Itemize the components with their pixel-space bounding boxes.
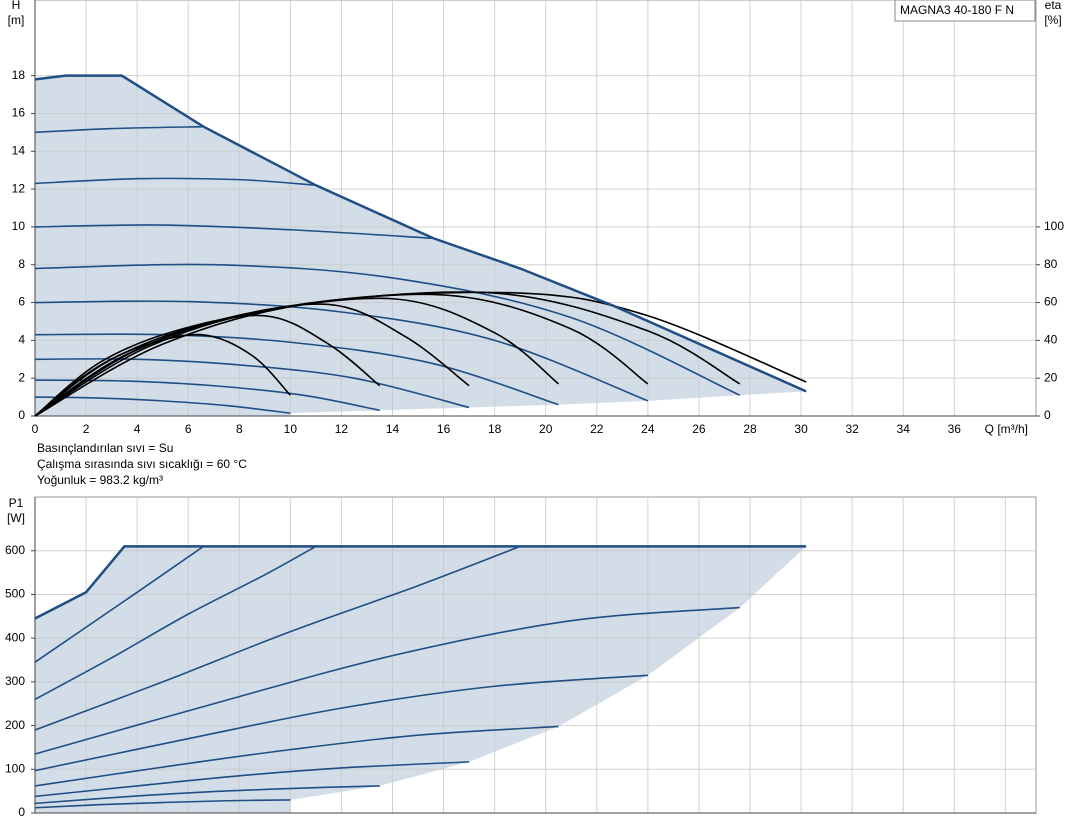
x-tick-label: 18 xyxy=(488,422,502,436)
y2-tick-label: 100 xyxy=(1044,219,1064,233)
y-tick-label: 400 xyxy=(5,630,25,644)
x-tick-label: 36 xyxy=(948,422,962,436)
performance-curve xyxy=(34,674,648,772)
x-tick-label: 16 xyxy=(437,422,451,436)
x-tick-label: 26 xyxy=(692,422,706,436)
x-tick-label: 22 xyxy=(590,422,604,436)
y-tick-label: 14 xyxy=(12,143,26,157)
x-tick-label: 12 xyxy=(335,422,349,436)
note: Çalışma sırasında sıvı sıcaklığı = 60 °C xyxy=(37,457,247,471)
y-label-unit: [m] xyxy=(8,13,25,27)
y2-tick-label: 20 xyxy=(1044,370,1058,384)
y-tick-label: 500 xyxy=(5,587,25,601)
y2-tick-label: 40 xyxy=(1044,333,1058,347)
y-tick-label: 600 xyxy=(5,543,25,557)
y2-tick-label: 80 xyxy=(1044,257,1058,271)
performance-curve xyxy=(34,224,434,240)
y2-label-unit: [%] xyxy=(1044,13,1061,27)
performance-curve xyxy=(34,606,740,755)
y-label-unit: [W] xyxy=(7,511,25,525)
performance-curve xyxy=(34,725,559,787)
performance-curve xyxy=(34,799,291,809)
envelope-curve xyxy=(34,545,807,620)
operating-area xyxy=(35,75,807,417)
operating-area xyxy=(35,546,807,813)
performance-curve xyxy=(34,177,316,187)
chart-title: MAGNA3 40-180 F N xyxy=(900,3,1014,17)
performance-curve xyxy=(34,300,649,402)
x-tick-label: 20 xyxy=(539,422,553,436)
x-tick-label: 2 xyxy=(83,422,90,436)
note: Yoğunluk = 983.2 kg/m³ xyxy=(37,473,163,487)
y-tick-label: 8 xyxy=(18,257,25,271)
x-label: Q [m³/h] xyxy=(985,422,1028,436)
performance-curve xyxy=(34,333,559,406)
x-tick-label: 24 xyxy=(641,422,655,436)
performance-curve xyxy=(34,263,741,396)
y-tick-label: 10 xyxy=(12,219,26,233)
x-tick-label: 10 xyxy=(284,422,298,436)
y-tick-label: 4 xyxy=(18,333,25,347)
y-tick-label: 100 xyxy=(5,761,25,775)
x-tick-label: 6 xyxy=(185,422,192,436)
performance-curve xyxy=(34,125,204,134)
efficiency-curve xyxy=(34,291,807,417)
x-tick-label: 14 xyxy=(386,422,400,436)
x-tick-label: 34 xyxy=(897,422,911,436)
title-box xyxy=(894,0,1036,22)
y-tick-label: 200 xyxy=(5,718,25,732)
performance-curve xyxy=(34,545,204,663)
x-tick-label: 28 xyxy=(743,422,757,436)
y-tick-label: 300 xyxy=(5,674,25,688)
note: Basınçlandırılan sıvı = Su xyxy=(37,441,173,455)
x-tick-label: 4 xyxy=(134,422,141,436)
y2-tick-label: 0 xyxy=(1044,408,1051,422)
y2-label: eta xyxy=(1045,0,1062,12)
performance-curve xyxy=(34,545,521,731)
x-tick-label: 30 xyxy=(794,422,808,436)
y-tick-label: 0 xyxy=(18,408,25,422)
envelope-curve xyxy=(34,74,807,393)
performance-curve xyxy=(34,358,470,409)
y-tick-label: 16 xyxy=(12,106,26,120)
performance-curve xyxy=(34,396,291,414)
y-label: P1 xyxy=(9,496,24,510)
performance-curve xyxy=(34,545,317,701)
x-tick-label: 32 xyxy=(845,422,859,436)
y-tick-label: 2 xyxy=(18,370,25,384)
performance-curve xyxy=(34,785,380,805)
y-tick-label: 6 xyxy=(18,295,25,309)
x-tick-label: 0 xyxy=(32,422,39,436)
y-tick-label: 18 xyxy=(12,68,26,82)
x-tick-label: 8 xyxy=(236,422,243,436)
y-tick-label: 12 xyxy=(12,181,26,195)
performance-curve xyxy=(34,761,470,798)
y-tick-label: 0 xyxy=(18,805,25,819)
y-label: H xyxy=(12,0,21,12)
y2-tick-label: 60 xyxy=(1044,295,1058,309)
